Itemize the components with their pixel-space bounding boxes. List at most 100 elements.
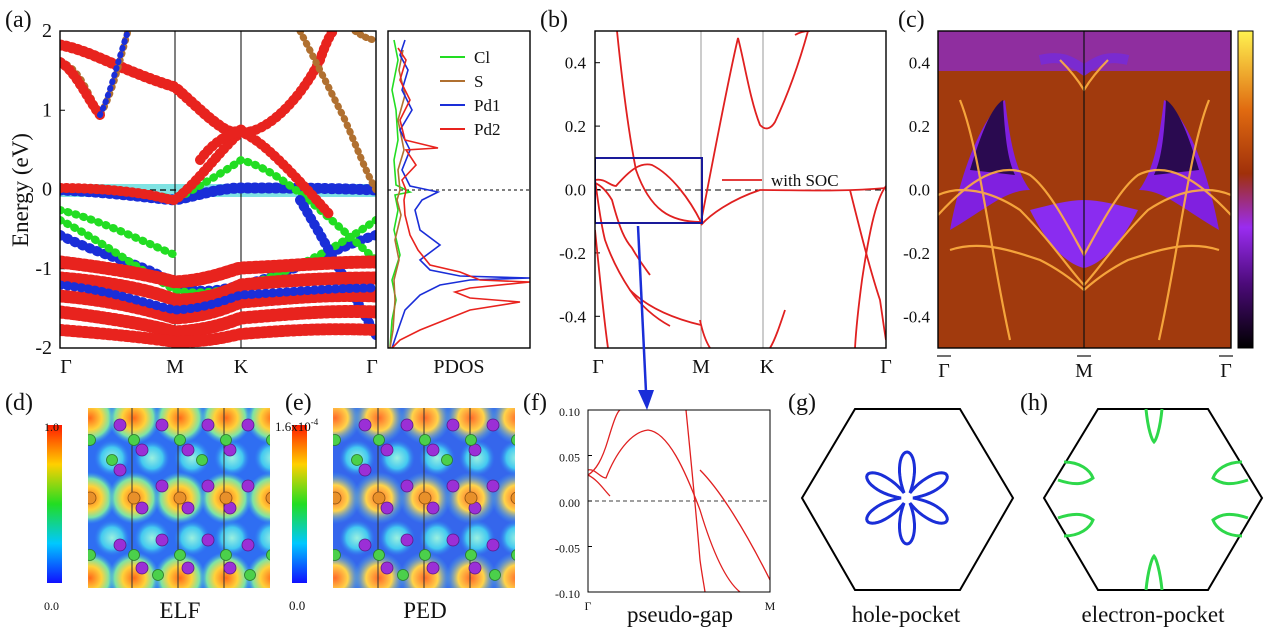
atom-cl (511, 434, 515, 446)
legend-entry: Pd2 (474, 120, 500, 139)
e-colorbar (292, 425, 307, 583)
ytick-label: -0.05 (555, 542, 580, 556)
density-blob (379, 520, 415, 556)
panel-g: (g) hole-pocket (788, 390, 1015, 627)
b-band-3 (616, 31, 809, 223)
panel-h: (h) electron-pocket (1020, 390, 1264, 627)
panel-e: (e) 1.6x10-4 0.0 PED (275, 390, 515, 623)
density-blob (94, 520, 130, 556)
density-blob (254, 520, 270, 556)
atom-s (372, 491, 386, 505)
e-density-blobs (333, 408, 515, 588)
atom-cl (106, 454, 118, 466)
panel-a-legend: Cl S Pd1 Pd2 (440, 48, 500, 139)
ytick-label: 0 (42, 179, 52, 201)
atom-cl (373, 434, 385, 446)
ytick-label: -0.10 (555, 587, 580, 601)
pdos-panel: Cl S Pd1 Pd2 PDOS (387, 30, 531, 378)
b-band-8 (854, 185, 886, 348)
atom-cl (244, 569, 256, 581)
atom-pd (135, 501, 149, 515)
atom-pd (358, 463, 372, 477)
band-pd2-low5 (60, 323, 376, 348)
density-blob (108, 552, 160, 588)
e-caption: PED (403, 598, 446, 623)
panel-c-yticks: 0.4 0.2 0.0 -0.2 -0.4 (903, 54, 943, 326)
atom-cl (88, 434, 96, 446)
e-cbar-max: 1.6x10-4 (275, 417, 319, 434)
density-blob (491, 472, 515, 524)
kpoint-label: K (234, 356, 249, 378)
b-band-9 (699, 319, 711, 348)
ytick-label: 0.0 (909, 181, 930, 200)
atom-cl (351, 454, 363, 466)
ytick-label: 0.4 (909, 54, 931, 73)
panel-f-yticks: 0.10 0.05 0.00 -0.05 -0.10 (555, 405, 592, 601)
g-caption: hole-pocket (852, 602, 961, 627)
pdos-cl-curve (389, 39, 413, 349)
atom-s (173, 491, 187, 505)
g-brillouin-zone (800, 408, 1015, 591)
atom-pd (486, 418, 500, 432)
e-cbar-max-exp: -4 (311, 417, 319, 427)
band-s-up3 (351, 31, 376, 44)
density-blob (174, 520, 210, 556)
panel-d: (d) 1.0 0.0 ELF (5, 390, 270, 623)
atom-s (88, 491, 97, 505)
f-band-1 (588, 429, 741, 592)
atom-pd (155, 479, 169, 493)
ytick-label: 0.4 (565, 54, 587, 73)
density-blob (200, 408, 252, 444)
h-pocket-bottom (1144, 553, 1164, 591)
band-pd1-diag (295, 195, 376, 340)
b-band-12 (629, 289, 702, 326)
kpoint-label: M (166, 356, 184, 378)
atom-pd (400, 479, 414, 493)
atom-s (333, 491, 342, 505)
density-blob (254, 440, 270, 476)
atom-cl (128, 434, 140, 446)
atom-cl (419, 549, 431, 561)
atom-pd (426, 561, 440, 575)
kpoint-label: M (692, 356, 710, 378)
b-band-4 (595, 179, 671, 327)
panel-a: (a) Energy (eV) 2 1 0 -1 -2 (5, 7, 531, 378)
atom-cl (511, 549, 515, 561)
panel-a-bands (60, 31, 376, 348)
atom-cl (266, 549, 270, 561)
atom-cl (220, 434, 232, 446)
atom-pd (380, 501, 394, 515)
atom-pd (181, 501, 195, 515)
pdos-frame (387, 30, 531, 349)
atom-cl (489, 569, 501, 581)
density-blob (88, 472, 116, 524)
atom-s (464, 491, 478, 505)
kpoint-label: Γ (1220, 360, 1232, 382)
band-cl-mid (60, 206, 179, 259)
band-pd2-low4 (60, 304, 376, 339)
band-pd2-cross1 (60, 126, 335, 220)
panel-f-label: (f) (523, 390, 547, 416)
hole-pocket-contour (865, 450, 949, 546)
ytick-label: 0.10 (559, 405, 580, 419)
panel-a-yticks: 2 1 0 -1 -2 (35, 20, 65, 359)
d-map (88, 408, 270, 588)
e-cbar-min: 0.0 (289, 598, 305, 613)
e-atoms (333, 418, 515, 581)
ytick-label: 0.05 (559, 451, 580, 465)
atom-pd (201, 418, 215, 432)
ytick-label: 0.0 (565, 181, 586, 200)
density-blob (419, 520, 455, 556)
atom-cl (88, 549, 96, 561)
atom-cl (465, 549, 477, 561)
ytick-label: -0.4 (559, 307, 586, 326)
atom-pd (426, 501, 440, 515)
atom-cl (152, 569, 164, 581)
atom-pd (135, 561, 149, 575)
density-blob (499, 520, 515, 556)
b-legend-text: with SOC (771, 171, 839, 190)
